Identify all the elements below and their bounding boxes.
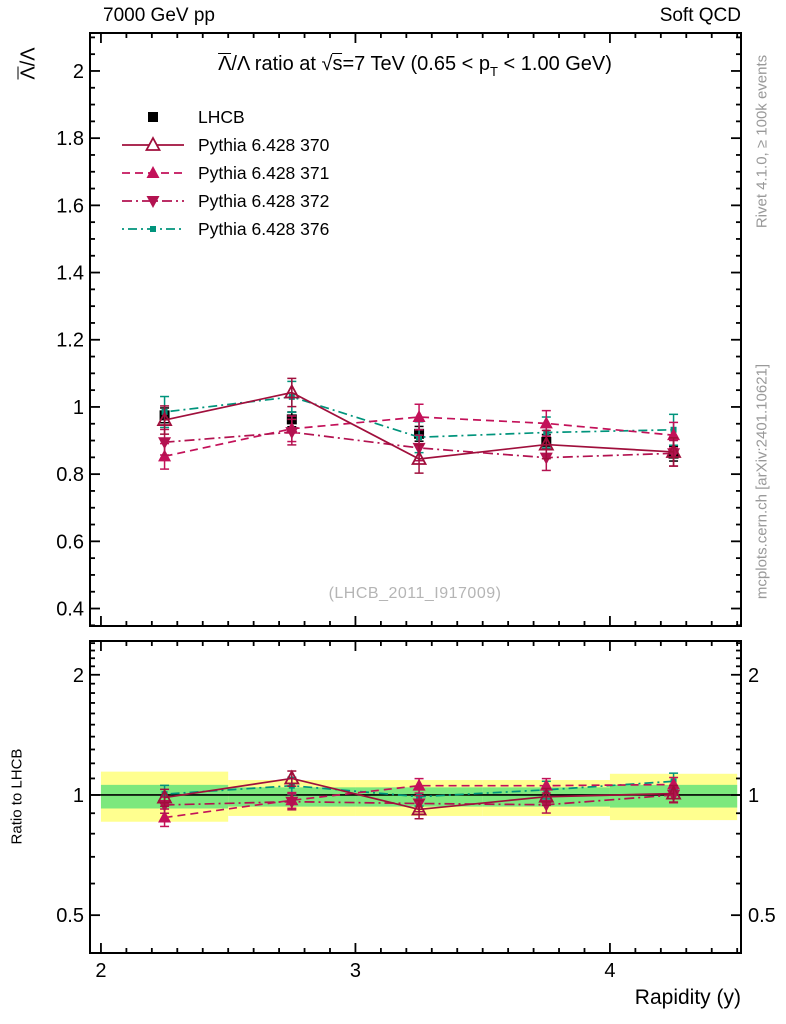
series-p370-main — [156, 377, 682, 474]
data-point-marker — [285, 427, 299, 440]
ratio-y-tick-label-right: 1 — [748, 785, 759, 807]
legend-label: Pythia 6.428 371 — [198, 162, 330, 183]
legend-item-lhcb: LHCB — [120, 103, 329, 131]
data-point-marker — [411, 800, 428, 816]
data-point-marker — [285, 796, 299, 809]
legend-label: LHCB — [198, 106, 245, 127]
data-point-marker — [667, 777, 681, 790]
y-tick-label: 1.4 — [56, 263, 84, 285]
legend: LHCB Pythia 6.428 370 Pythia 6.428 371 Pyth… — [120, 103, 329, 243]
legend-item-p370: Pythia 6.428 370 — [120, 131, 329, 159]
analysis-watermark: (LHCB_2011_I917009) — [328, 585, 502, 602]
x-axis-title: Rapidity (y) — [634, 986, 741, 1009]
data-point-marker — [283, 383, 300, 399]
series-p370-ratio — [156, 769, 682, 820]
ratio-y-tick-label-right: 0.5 — [748, 905, 776, 927]
legend-item-p371: Pythia 6.428 371 — [120, 159, 329, 187]
data-point-marker — [156, 411, 173, 426]
data-point-marker — [539, 416, 553, 429]
y-tick-label: 1.8 — [56, 128, 84, 150]
y-tick-label: 1.2 — [56, 330, 84, 352]
ratio-y-tick-label-left: 0.5 — [56, 905, 84, 927]
y-tick-label: 2 — [73, 61, 84, 83]
x-tick-label: 3 — [350, 960, 361, 982]
data-point-marker — [538, 787, 555, 803]
legend-label: Pythia 6.428 370 — [198, 134, 330, 155]
ratio-y-axis-title: Ratio to LHCB — [8, 748, 26, 845]
ratio-y-tick-label-left: 2 — [73, 665, 84, 687]
legend-marker-lhcb — [148, 112, 158, 122]
process-group-label: Soft QCD — [659, 5, 741, 26]
series-line — [164, 391, 674, 460]
legend-marker-p371 — [122, 166, 184, 178]
series-line — [164, 783, 674, 819]
y-axis-title: Λ/Λ — [17, 47, 40, 80]
legend-label: Pythia 6.428 376 — [198, 218, 330, 239]
ratio-y-tick-label-left: 1 — [73, 785, 84, 807]
ratio-y-tick-label-right: 2 — [748, 665, 759, 687]
legend-item-p372: Pythia 6.428 372 — [120, 187, 329, 215]
legend-label: Pythia 6.428 372 — [198, 190, 330, 211]
y-tick-label: 1.6 — [56, 195, 84, 217]
data-point-marker — [411, 450, 428, 465]
x-tick-label: 2 — [95, 960, 106, 982]
data-point-marker — [412, 778, 426, 791]
legend-item-p376: Pythia 6.428 376 — [120, 215, 329, 243]
legend-marker-p372 — [122, 196, 184, 208]
legend-marker-p376 — [122, 226, 184, 232]
data-point-marker — [158, 810, 172, 823]
data-point-marker — [412, 410, 426, 423]
data-point-marker — [158, 437, 172, 450]
data-point-marker — [283, 769, 300, 785]
ratio-panel-frame — [89, 640, 742, 954]
mcplots-attribution-note: mcplots.cern.ch [arXiv:2401.10621] — [753, 363, 771, 600]
main-panel-frame — [89, 32, 742, 627]
beam-energy-label: 7000 GeV pp — [103, 5, 215, 26]
x-tick-label: 4 — [604, 960, 615, 982]
y-tick-label: 0.4 — [56, 599, 84, 621]
data-point-marker — [539, 778, 553, 791]
data-point-marker — [665, 784, 682, 800]
data-point-marker — [665, 443, 682, 458]
series-line — [164, 777, 674, 811]
y-tick-label: 0.8 — [56, 464, 84, 486]
legend-marker-p370 — [122, 136, 184, 151]
y-tick-label: 1 — [73, 397, 84, 419]
y-tick-label: 0.6 — [56, 531, 84, 553]
plot-title: Λ/Λ ratio at √s=7 TeV (0.65 < pT < 1.00 … — [218, 53, 612, 79]
data-point-marker — [156, 788, 173, 804]
data-point-marker — [538, 435, 555, 451]
